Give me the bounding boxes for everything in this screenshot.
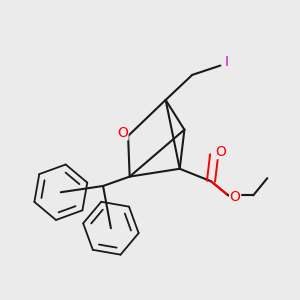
Text: I: I <box>225 56 229 69</box>
Text: O: O <box>117 126 128 140</box>
Text: O: O <box>230 190 241 204</box>
Text: O: O <box>216 145 226 159</box>
